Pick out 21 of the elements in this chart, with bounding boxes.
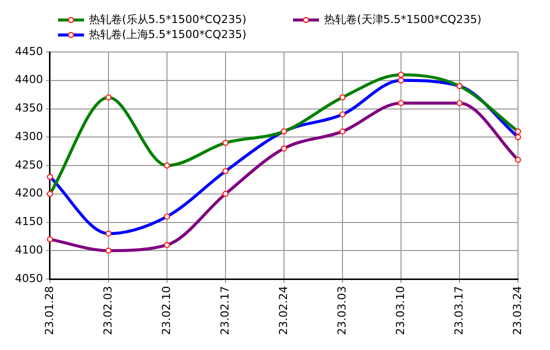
x-tick-label: 23.02.24 <box>276 286 290 335</box>
legend-label: 热轧卷(天津5.5*1500*CQ235) <box>324 12 482 26</box>
y-tick-label: 4250 <box>14 158 43 172</box>
y-tick-label: 4150 <box>14 215 43 228</box>
y-tick-label: 4200 <box>14 186 43 200</box>
x-tick-label: 23.03.24 <box>510 286 524 335</box>
x-tick-label: 23.03.03 <box>335 286 348 335</box>
y-tick-label: 4350 <box>14 102 43 115</box>
y-tick-label: 4100 <box>14 244 43 256</box>
y-tick-label: 4300 <box>14 130 43 143</box>
x-tick-label: 23.02.17 <box>218 286 232 335</box>
legend-label: 热轧卷(上海5.5*1500*CQ235) <box>89 28 246 41</box>
legend-label: 热轧卷(乐从5.5*1500*CQ235) <box>89 12 246 26</box>
x-tick-label: 23.02.03 <box>101 286 114 335</box>
x-tick-label: 23.01.28 <box>42 286 56 335</box>
y-tick-label: 4450 <box>14 44 43 58</box>
y-tick-label: 4400 <box>14 73 43 86</box>
y-tick-label: 4050 <box>14 272 43 285</box>
x-tick-label: 23.03.17 <box>452 286 466 335</box>
x-tick-label: 23.03.10 <box>394 286 407 335</box>
x-tick-label: 23.02.10 <box>160 286 173 335</box>
